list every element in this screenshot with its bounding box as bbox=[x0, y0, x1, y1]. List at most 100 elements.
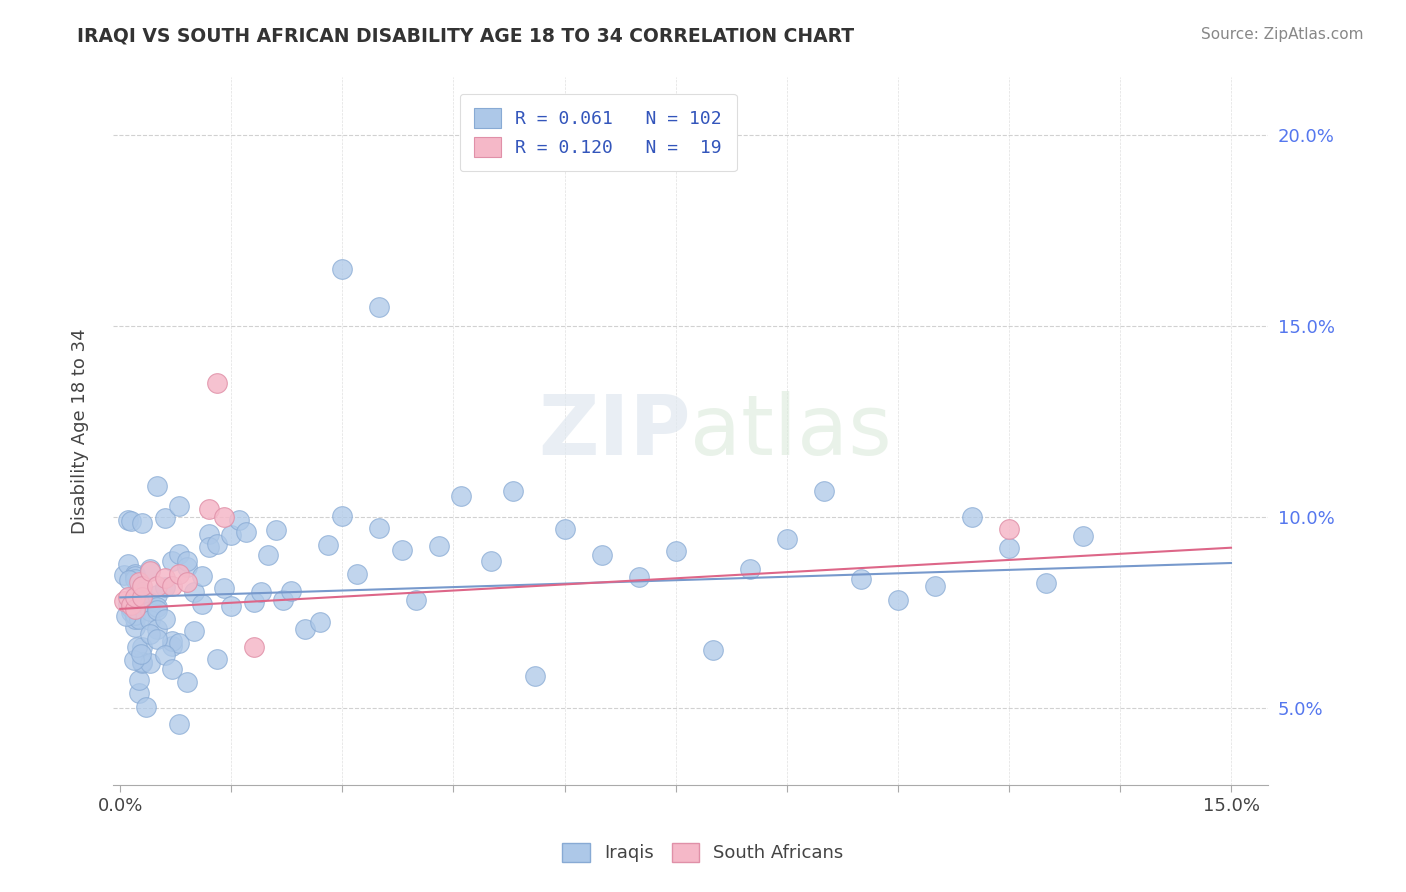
Point bbox=[139, 604, 162, 618]
Point bbox=[309, 615, 332, 629]
Point bbox=[160, 662, 183, 676]
Point bbox=[169, 499, 191, 513]
Point bbox=[124, 619, 146, 633]
Point bbox=[776, 532, 799, 546]
Point bbox=[128, 612, 150, 626]
Point bbox=[198, 502, 221, 516]
Point bbox=[146, 579, 169, 593]
Point bbox=[117, 591, 139, 605]
Point bbox=[153, 571, 176, 585]
Point bbox=[450, 489, 472, 503]
Point bbox=[627, 570, 650, 584]
Point bbox=[124, 612, 146, 626]
Text: ZIP: ZIP bbox=[538, 391, 690, 472]
Point bbox=[146, 632, 169, 646]
Text: IRAQI VS SOUTH AFRICAN DISABILITY AGE 18 TO 34 CORRELATION CHART: IRAQI VS SOUTH AFRICAN DISABILITY AGE 18… bbox=[77, 27, 855, 45]
Text: atlas: atlas bbox=[690, 391, 893, 472]
Point bbox=[479, 554, 502, 568]
Point bbox=[205, 652, 228, 666]
Point bbox=[160, 639, 183, 653]
Point bbox=[120, 598, 142, 612]
Point bbox=[405, 593, 427, 607]
Point bbox=[250, 585, 273, 599]
Point bbox=[160, 634, 183, 648]
Point bbox=[280, 583, 302, 598]
Y-axis label: Disability Age 18 to 34: Disability Age 18 to 34 bbox=[72, 328, 89, 534]
Point bbox=[998, 522, 1021, 536]
Point bbox=[887, 593, 910, 607]
Point bbox=[117, 557, 139, 571]
Point bbox=[502, 484, 524, 499]
Point bbox=[120, 514, 142, 528]
Point bbox=[153, 510, 176, 524]
Point bbox=[128, 673, 150, 688]
Point bbox=[221, 599, 243, 613]
Point bbox=[124, 572, 146, 586]
Point bbox=[176, 674, 198, 689]
Point bbox=[205, 537, 228, 551]
Point bbox=[128, 575, 150, 590]
Point bbox=[135, 699, 157, 714]
Point bbox=[139, 562, 162, 576]
Point bbox=[316, 538, 339, 552]
Point bbox=[124, 569, 146, 583]
Point bbox=[115, 608, 138, 623]
Point bbox=[960, 510, 983, 524]
Point bbox=[391, 543, 413, 558]
Point bbox=[271, 593, 294, 607]
Point bbox=[264, 523, 287, 537]
Point bbox=[146, 599, 169, 614]
Point bbox=[1071, 528, 1094, 542]
Point bbox=[346, 566, 368, 581]
Point bbox=[221, 528, 243, 542]
Point bbox=[242, 640, 264, 654]
Point bbox=[176, 554, 198, 568]
Point bbox=[131, 640, 153, 654]
Point bbox=[205, 376, 228, 391]
Point bbox=[153, 580, 176, 594]
Point bbox=[849, 572, 872, 586]
Point bbox=[131, 656, 153, 670]
Point bbox=[122, 653, 145, 667]
Point bbox=[139, 595, 162, 609]
Point bbox=[257, 549, 280, 563]
Point bbox=[198, 526, 221, 541]
Point bbox=[124, 591, 146, 605]
Point bbox=[212, 510, 235, 524]
Point bbox=[924, 579, 946, 593]
Point bbox=[120, 601, 142, 615]
Point bbox=[294, 622, 316, 636]
Point bbox=[169, 567, 191, 582]
Point bbox=[523, 668, 546, 682]
Point bbox=[554, 522, 576, 536]
Point bbox=[146, 589, 169, 603]
Point bbox=[235, 524, 257, 539]
Point bbox=[427, 540, 450, 554]
Point bbox=[183, 624, 205, 638]
Point bbox=[146, 603, 169, 617]
Point bbox=[124, 607, 146, 622]
Point bbox=[591, 548, 613, 562]
Point bbox=[131, 585, 153, 599]
Point bbox=[1035, 576, 1057, 591]
Point bbox=[169, 716, 191, 731]
Legend: R = 0.061   N = 102, R = 0.120   N =  19: R = 0.061 N = 102, R = 0.120 N = 19 bbox=[460, 94, 737, 171]
Point bbox=[332, 261, 354, 276]
Point bbox=[125, 640, 148, 654]
Point bbox=[131, 591, 153, 605]
Point bbox=[146, 622, 169, 636]
Point bbox=[169, 636, 191, 650]
Point bbox=[813, 484, 835, 499]
Point bbox=[160, 554, 183, 568]
Point bbox=[112, 567, 135, 582]
Point bbox=[120, 605, 142, 619]
Point bbox=[112, 594, 135, 608]
Point bbox=[176, 559, 198, 574]
Point bbox=[368, 521, 391, 535]
Point bbox=[665, 544, 688, 558]
Point bbox=[118, 573, 141, 587]
Point bbox=[228, 512, 250, 526]
Point bbox=[153, 648, 176, 662]
Point bbox=[131, 591, 153, 606]
Point bbox=[198, 540, 221, 554]
